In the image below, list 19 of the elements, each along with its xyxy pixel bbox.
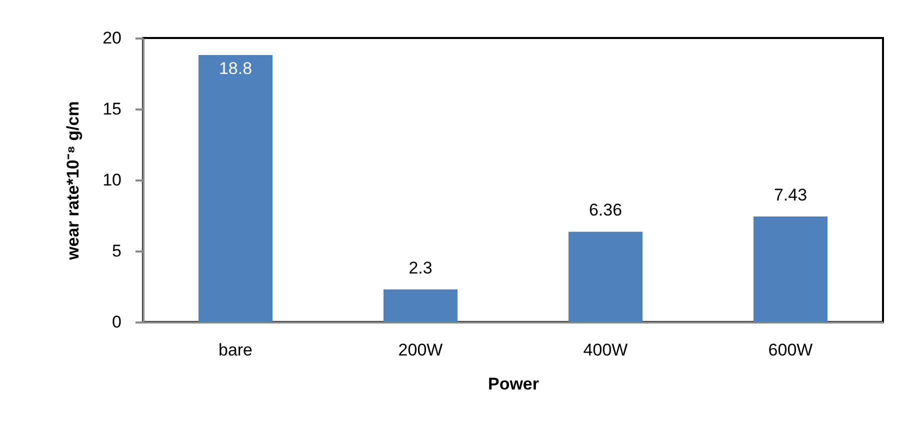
y-tick-label: 5 — [112, 242, 122, 260]
data-label: 6.36 — [588, 200, 622, 220]
data-label: 7.43 — [774, 185, 808, 204]
bar — [198, 55, 272, 322]
bar — [568, 232, 642, 322]
y-tick-label: 0 — [112, 312, 122, 332]
x-tick-label: 600W — [768, 340, 813, 360]
data-label: 2.3 — [408, 258, 432, 278]
y-tick-label: 10 — [102, 170, 122, 190]
x-tick-label: 400W — [583, 340, 628, 360]
y-tick-label: 15 — [102, 100, 122, 118]
bar — [754, 216, 828, 322]
x-tick-label: bare — [218, 340, 253, 360]
y-tick-label: 20 — [102, 28, 122, 48]
bar — [384, 289, 458, 322]
data-label: 18.8 — [218, 59, 252, 78]
x-tick-label: 200W — [398, 340, 443, 360]
y-axis-title: wear rate*10⁻⁸ g/cm — [64, 101, 83, 261]
x-axis-title: Power — [488, 374, 540, 394]
